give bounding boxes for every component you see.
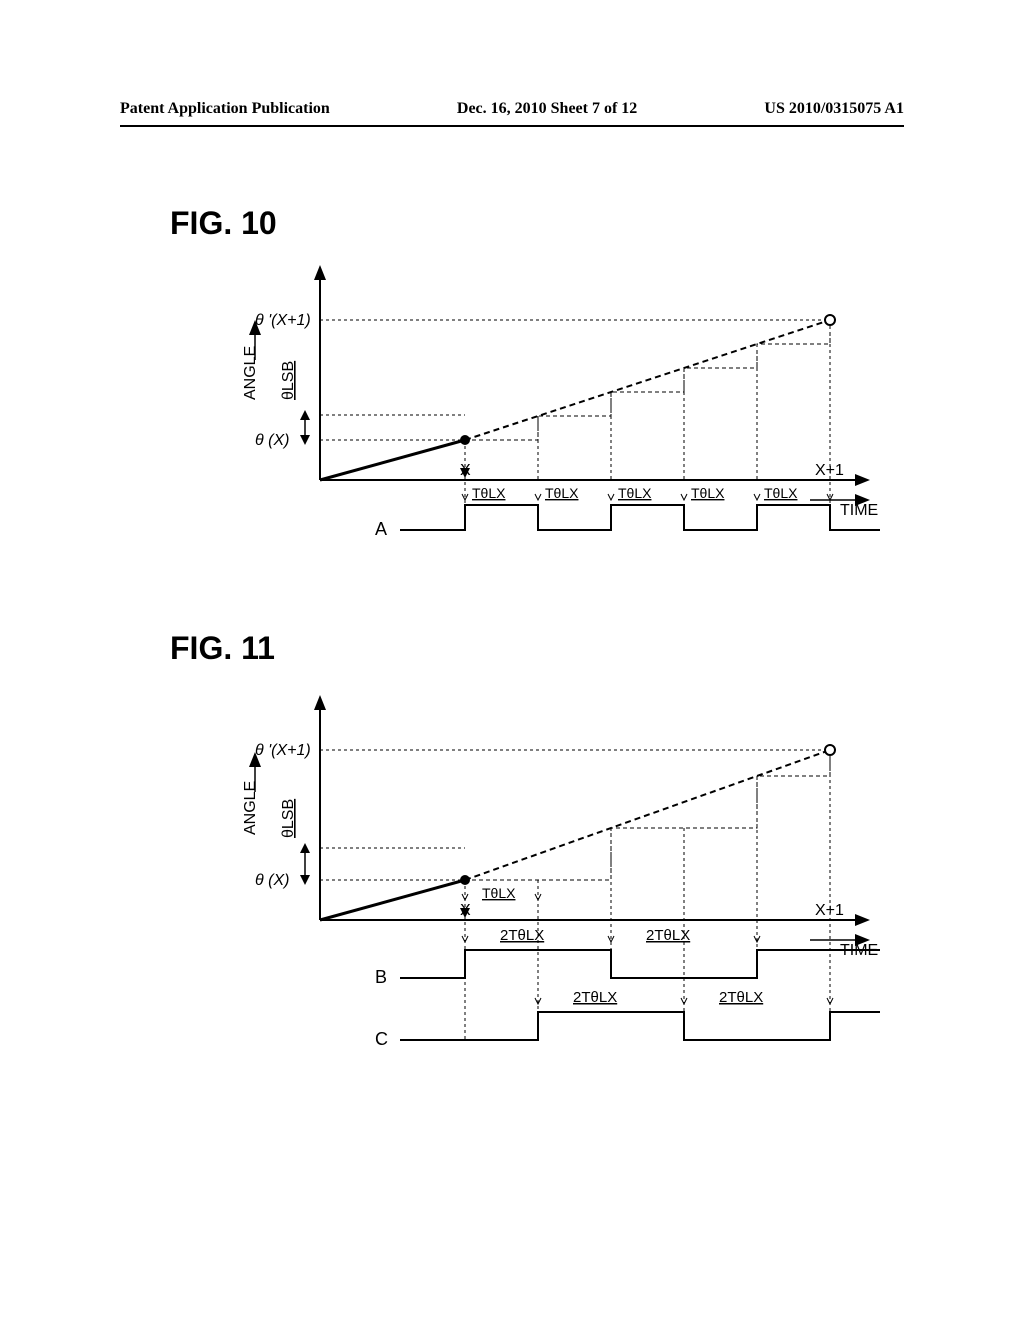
svg-text:TIME: TIME bbox=[840, 502, 878, 519]
svg-text:θ '(X+1): θ '(X+1) bbox=[255, 742, 311, 759]
svg-text:θLSB: θLSB bbox=[280, 799, 297, 838]
fig11-svg: ANGLE TIME θLSB θ '(X+1) θ (X) X X+1 TθL… bbox=[200, 690, 900, 1090]
svg-text:ANGLE: ANGLE bbox=[242, 346, 259, 400]
svg-text:C: C bbox=[375, 1029, 388, 1049]
fig10-label: FIG. 10 bbox=[170, 205, 277, 242]
svg-text:TθLX: TθLX bbox=[691, 485, 725, 501]
page-header: Patent Application Publication Dec. 16, … bbox=[0, 100, 1024, 118]
svg-text:2TθLX: 2TθLX bbox=[573, 989, 617, 1006]
svg-text:ANGLE: ANGLE bbox=[242, 781, 259, 835]
svg-text:TθLX: TθLX bbox=[482, 885, 516, 901]
svg-text:2TθLX: 2TθLX bbox=[500, 927, 544, 944]
fig11: ANGLE TIME θLSB θ '(X+1) θ (X) X X+1 TθL… bbox=[200, 690, 900, 1090]
svg-text:TθLX: TθLX bbox=[472, 485, 506, 501]
svg-text:TθLX: TθLX bbox=[545, 485, 579, 501]
svg-text:X+1: X+1 bbox=[815, 902, 844, 919]
svg-text:θ (X): θ (X) bbox=[255, 872, 289, 889]
header-center: Dec. 16, 2010 Sheet 7 of 12 bbox=[457, 100, 637, 118]
svg-text:TθLX: TθLX bbox=[618, 485, 652, 501]
svg-text:TθLX: TθLX bbox=[764, 485, 798, 501]
svg-text:θ '(X+1): θ '(X+1) bbox=[255, 312, 311, 329]
svg-text:X+1: X+1 bbox=[815, 462, 844, 479]
svg-text:B: B bbox=[375, 967, 387, 987]
svg-text:A: A bbox=[375, 519, 387, 539]
header-left: Patent Application Publication bbox=[120, 100, 330, 118]
header-right: US 2010/0315075 A1 bbox=[764, 100, 904, 118]
svg-text:2TθLX: 2TθLX bbox=[646, 927, 690, 944]
fig10-svg: ANGLE TIME θLSB θ '(X+1) θ (X) X X+1 TθL… bbox=[200, 260, 900, 580]
svg-text:2TθLX: 2TθLX bbox=[719, 989, 763, 1006]
fig10: ANGLE TIME θLSB θ '(X+1) θ (X) X X+1 TθL… bbox=[200, 260, 900, 580]
header-rule bbox=[120, 125, 904, 127]
fig11-label: FIG. 11 bbox=[170, 630, 275, 667]
svg-text:θLSB: θLSB bbox=[280, 361, 297, 400]
svg-text:θ (X): θ (X) bbox=[255, 432, 289, 449]
